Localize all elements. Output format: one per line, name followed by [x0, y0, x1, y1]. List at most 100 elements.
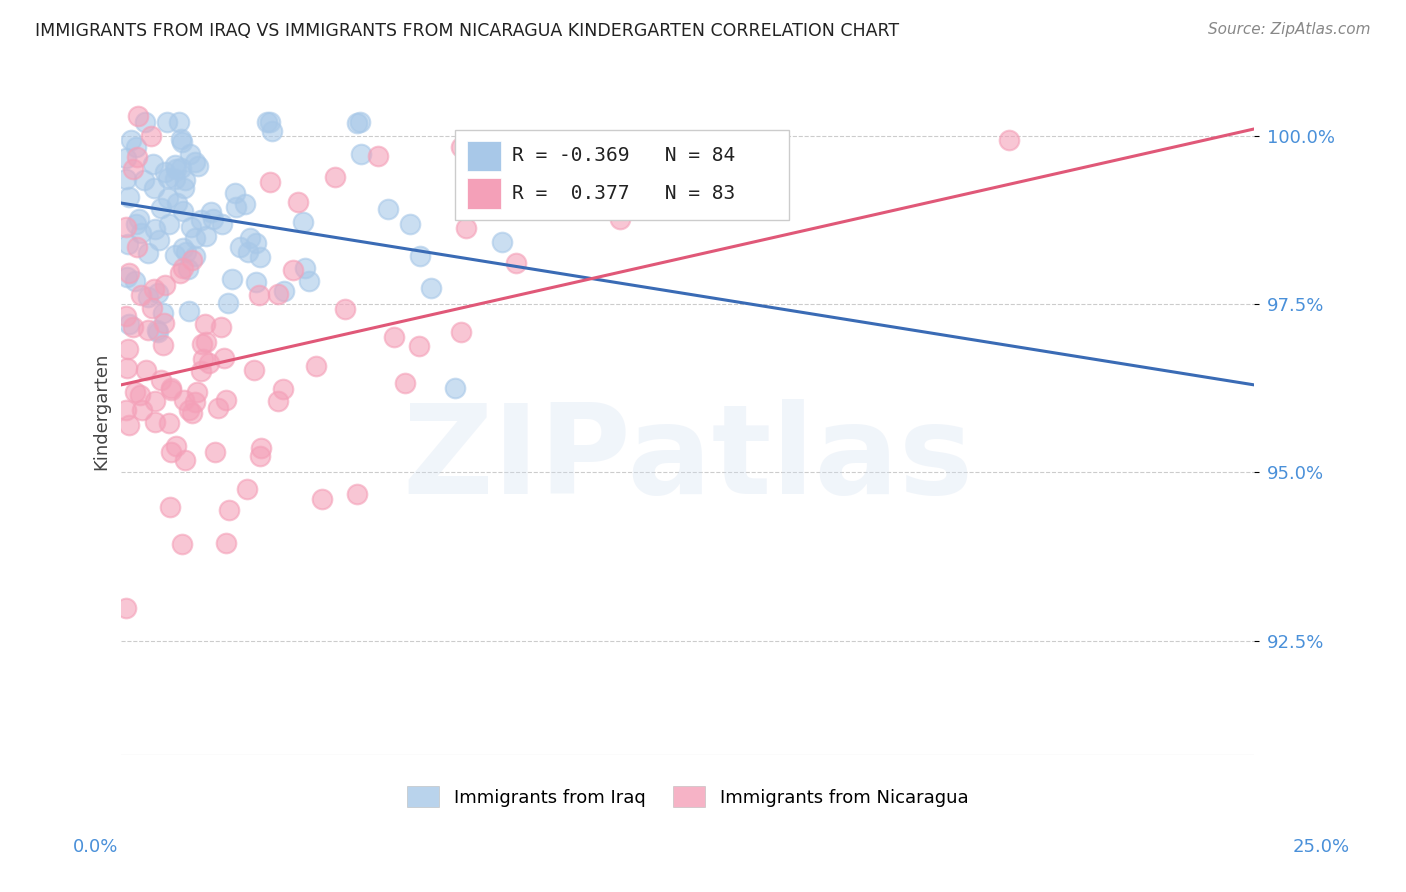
Point [166, 196, 188, 211]
Point [167, 115, 190, 129]
Point [236, 482, 259, 496]
Point [420, 281, 443, 295]
Point [311, 491, 333, 506]
Point [323, 170, 346, 185]
Point [221, 272, 243, 286]
Point [346, 116, 368, 130]
Point [180, 220, 202, 235]
Point [163, 171, 186, 186]
Y-axis label: Kindergarten: Kindergarten [93, 353, 110, 470]
Point [152, 338, 174, 352]
Point [997, 133, 1019, 147]
Point [177, 262, 200, 277]
Point [247, 287, 270, 301]
Text: ZIPatlas: ZIPatlas [402, 400, 973, 520]
Point [173, 392, 195, 407]
Point [172, 260, 194, 275]
Point [127, 109, 149, 123]
Point [177, 403, 200, 417]
Text: R = -0.369   N = 84: R = -0.369 N = 84 [512, 146, 735, 165]
Point [128, 212, 150, 227]
Point [349, 115, 371, 129]
Point [169, 266, 191, 280]
Point [294, 261, 316, 276]
Point [129, 388, 152, 402]
Point [271, 382, 294, 396]
Point [146, 322, 169, 336]
Point [124, 274, 146, 288]
Point [212, 351, 235, 366]
Point [450, 139, 472, 153]
Point [173, 453, 195, 467]
Point [190, 336, 212, 351]
Point [218, 503, 240, 517]
Point [121, 162, 143, 177]
Text: Source: ZipAtlas.com: Source: ZipAtlas.com [1208, 22, 1371, 37]
Point [229, 239, 252, 253]
Point [125, 240, 148, 254]
Point [136, 323, 159, 337]
Point [136, 245, 159, 260]
Point [135, 363, 157, 377]
Point [197, 356, 219, 370]
Point [169, 132, 191, 146]
Point [204, 445, 226, 459]
Point [174, 173, 197, 187]
Point [134, 173, 156, 187]
Point [259, 175, 281, 189]
Point [159, 445, 181, 459]
Point [117, 342, 139, 356]
Point [121, 320, 143, 334]
Point [115, 310, 138, 324]
Point [195, 334, 218, 349]
Point [125, 218, 148, 232]
Point [127, 150, 149, 164]
Point [215, 536, 238, 550]
Point [115, 601, 138, 615]
Text: IMMIGRANTS FROM IRAQ VS IMMIGRANTS FROM NICARAGUA KINDERGARTEN CORRELATION CHART: IMMIGRANTS FROM IRAQ VS IMMIGRANTS FROM … [35, 22, 900, 40]
Point [399, 218, 422, 232]
Point [172, 241, 194, 255]
Point [186, 385, 208, 400]
Point [117, 236, 139, 251]
Point [609, 212, 631, 227]
Point [267, 393, 290, 408]
Point [157, 217, 180, 231]
Point [211, 217, 233, 231]
Point [444, 381, 467, 395]
Point [184, 155, 207, 169]
Point [304, 359, 326, 373]
Point [118, 266, 141, 280]
Point [115, 269, 138, 284]
Point [382, 330, 405, 344]
Point [120, 133, 142, 147]
Point [194, 317, 217, 331]
Point [207, 401, 229, 415]
Point [454, 220, 477, 235]
Point [173, 181, 195, 195]
Point [131, 403, 153, 417]
Point [143, 393, 166, 408]
Point [136, 290, 159, 304]
Point [394, 376, 416, 390]
Bar [467, 178, 501, 210]
Point [267, 286, 290, 301]
Point [153, 316, 176, 330]
Point [217, 296, 239, 310]
Point [180, 406, 202, 420]
Point [170, 135, 193, 149]
Point [200, 204, 222, 219]
Point [273, 285, 295, 299]
Point [209, 319, 232, 334]
Point [409, 249, 432, 263]
Point [149, 373, 172, 387]
Point [259, 115, 281, 129]
Point [181, 252, 204, 267]
Point [298, 274, 321, 288]
Point [115, 360, 138, 375]
Point [177, 304, 200, 318]
Point [134, 115, 156, 129]
Point [118, 190, 141, 204]
Point [224, 186, 246, 201]
Point [165, 439, 187, 453]
